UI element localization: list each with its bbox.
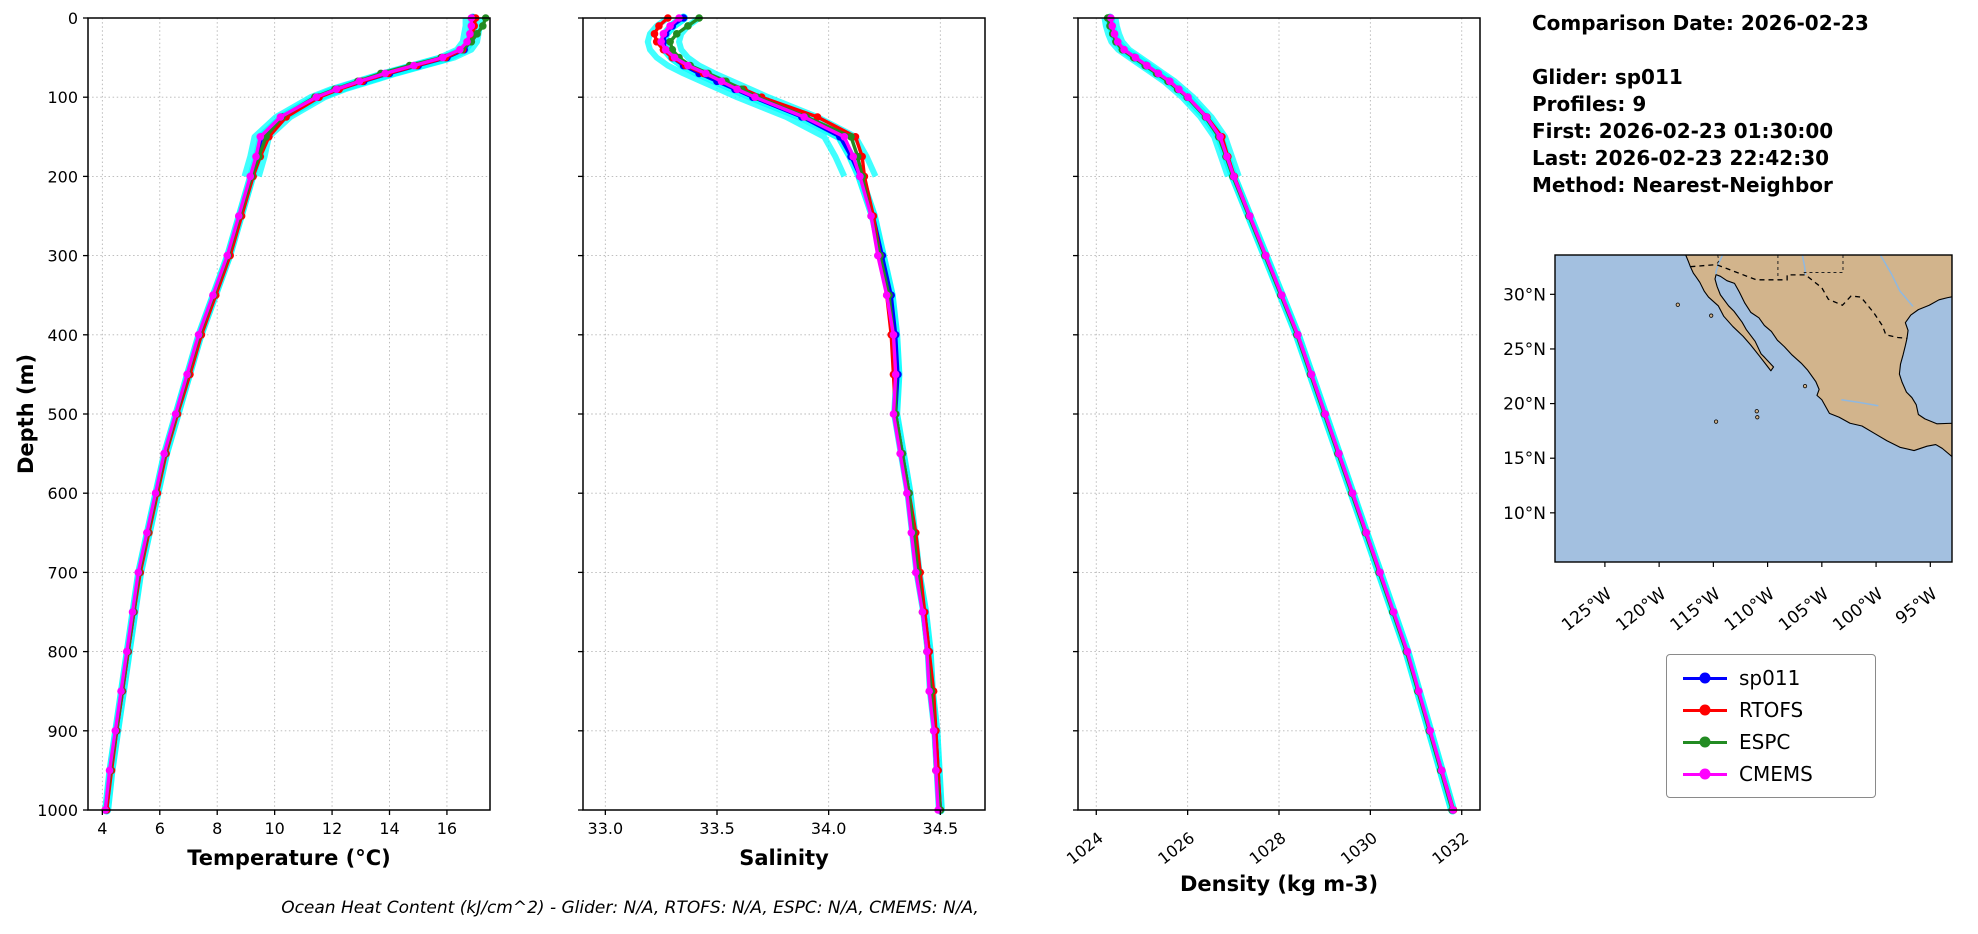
legend-dot xyxy=(1699,768,1711,780)
svg-text:15°N: 15°N xyxy=(1503,449,1546,469)
svg-text:95°W: 95°W xyxy=(1892,584,1941,629)
svg-text:600: 600 xyxy=(47,484,78,503)
svg-text:1032: 1032 xyxy=(1428,828,1472,868)
comparison-date-text: Comparison Date: 2026-02-23 xyxy=(1532,11,1869,35)
map-island xyxy=(1675,302,1680,307)
map-frame xyxy=(1554,254,1953,563)
map-state-border xyxy=(1803,255,1844,276)
map-river xyxy=(1879,255,1914,307)
svg-text:400: 400 xyxy=(47,326,78,345)
legend-label: RTOFS xyxy=(1739,698,1804,722)
map-island xyxy=(1709,313,1714,318)
legend-dot xyxy=(1699,704,1711,716)
map-river xyxy=(1715,255,1724,275)
legend-line-marker xyxy=(1683,672,1727,684)
svg-text:25°N: 25°N xyxy=(1503,340,1546,360)
legend-item-cmems: CMEMS xyxy=(1667,758,1875,790)
svg-text:700: 700 xyxy=(47,563,78,582)
legend-dot xyxy=(1699,672,1711,684)
svg-text:34.0: 34.0 xyxy=(811,819,847,838)
map-border xyxy=(1690,263,1908,340)
legend-items: sp011 RTOFS ESPC CMEMS xyxy=(1667,662,1875,790)
svg-text:16: 16 xyxy=(437,819,457,838)
first-profile-text: First: 2026-02-23 01:30:00 xyxy=(1532,119,1834,143)
ohc-caption: Ocean Heat Content (kJ/cm^2) - Glider: N… xyxy=(281,898,979,918)
legend-item-rtofs: RTOFS xyxy=(1667,694,1875,726)
svg-text:200: 200 xyxy=(47,167,78,186)
map-state-border xyxy=(1715,255,1720,265)
method-text: Method: Nearest-Neighbor xyxy=(1532,173,1833,197)
svg-text:10°N: 10°N xyxy=(1503,504,1546,524)
svg-text:1028: 1028 xyxy=(1246,828,1290,868)
map-island xyxy=(1802,384,1808,389)
info-panel: Comparison Date: 2026-02-23 Glider: sp01… xyxy=(1532,10,1869,199)
legend-label: ESPC xyxy=(1739,730,1791,754)
svg-text:4: 4 xyxy=(97,819,107,838)
svg-text:6: 6 xyxy=(155,819,165,838)
svg-text:1030: 1030 xyxy=(1337,828,1381,868)
svg-text:12: 12 xyxy=(322,819,342,838)
map-island xyxy=(1713,419,1719,424)
svg-text:33.5: 33.5 xyxy=(699,819,735,838)
profile-plot-2: 1024 1026 1028 1030 1032 xyxy=(1063,13,1481,868)
depth-axis-label: Depth (m) xyxy=(14,353,38,475)
legend-line-marker xyxy=(1683,768,1727,780)
density-axis-label: Density (kg m-3) xyxy=(1179,872,1379,896)
svg-text:8: 8 xyxy=(212,819,222,838)
legend-line-marker xyxy=(1683,704,1727,716)
map-land xyxy=(1685,255,1952,458)
svg-text:0: 0 xyxy=(68,9,78,28)
svg-text:33.0: 33.0 xyxy=(588,819,624,838)
svg-text:500: 500 xyxy=(47,405,78,424)
legend-label: sp011 xyxy=(1739,666,1801,690)
map-island xyxy=(1754,409,1759,414)
map-river xyxy=(1841,399,1879,407)
svg-text:30°N: 30°N xyxy=(1503,285,1546,305)
profile-plot-0: 4 6 8 10 12 14 16 0 100 200 300 400 500 600 700 800 900 1… xyxy=(37,9,491,838)
profiles-text: Profiles: 9 xyxy=(1532,92,1647,116)
svg-text:34.5: 34.5 xyxy=(923,819,959,838)
svg-text:115°W: 115°W xyxy=(1667,584,1725,635)
svg-text:100°W: 100°W xyxy=(1829,584,1887,635)
svg-text:110°W: 110°W xyxy=(1721,584,1779,635)
temperature-axis-label: Temperature (°C) xyxy=(187,846,391,870)
info-group: Glider: sp011 Profiles: 9 First: 2026-02… xyxy=(1532,64,1869,199)
svg-text:105°W: 105°W xyxy=(1775,584,1833,635)
profile-plot-1: 33.0 33.5 34.0 34.5 xyxy=(578,13,986,838)
legend-dot xyxy=(1699,736,1711,748)
svg-text:1000: 1000 xyxy=(37,801,78,820)
svg-text:800: 800 xyxy=(47,643,78,662)
map-island xyxy=(1755,415,1760,420)
svg-text:120°W: 120°W xyxy=(1612,584,1670,635)
svg-text:100: 100 xyxy=(47,88,78,107)
last-profile-text: Last: 2026-02-23 22:42:30 xyxy=(1532,146,1830,170)
svg-text:1024: 1024 xyxy=(1063,828,1107,868)
salinity-axis-label: Salinity xyxy=(739,846,829,870)
svg-text:14: 14 xyxy=(379,819,399,838)
map-river xyxy=(1801,255,1807,275)
legend-item-espc: ESPC xyxy=(1667,726,1875,758)
svg-text:300: 300 xyxy=(47,247,78,266)
legend-line-marker xyxy=(1683,736,1727,748)
glider-text: Glider: sp011 xyxy=(1532,65,1683,89)
legend: sp011 RTOFS ESPC CMEMS xyxy=(1666,654,1876,798)
series-line-CMEMS xyxy=(1109,16,1455,812)
svg-text:900: 900 xyxy=(47,722,78,741)
svg-text:10: 10 xyxy=(264,819,284,838)
legend-label: CMEMS xyxy=(1739,762,1813,786)
location-map: 30°N 25°N 20°N 15°N 10°N 125°W120°W115°W110°W… xyxy=(1503,254,1953,636)
svg-text:20°N: 20°N xyxy=(1503,395,1546,415)
svg-text:1026: 1026 xyxy=(1154,828,1198,868)
legend-item-sp011: sp011 xyxy=(1667,662,1875,694)
svg-text:125°W: 125°W xyxy=(1558,584,1616,635)
